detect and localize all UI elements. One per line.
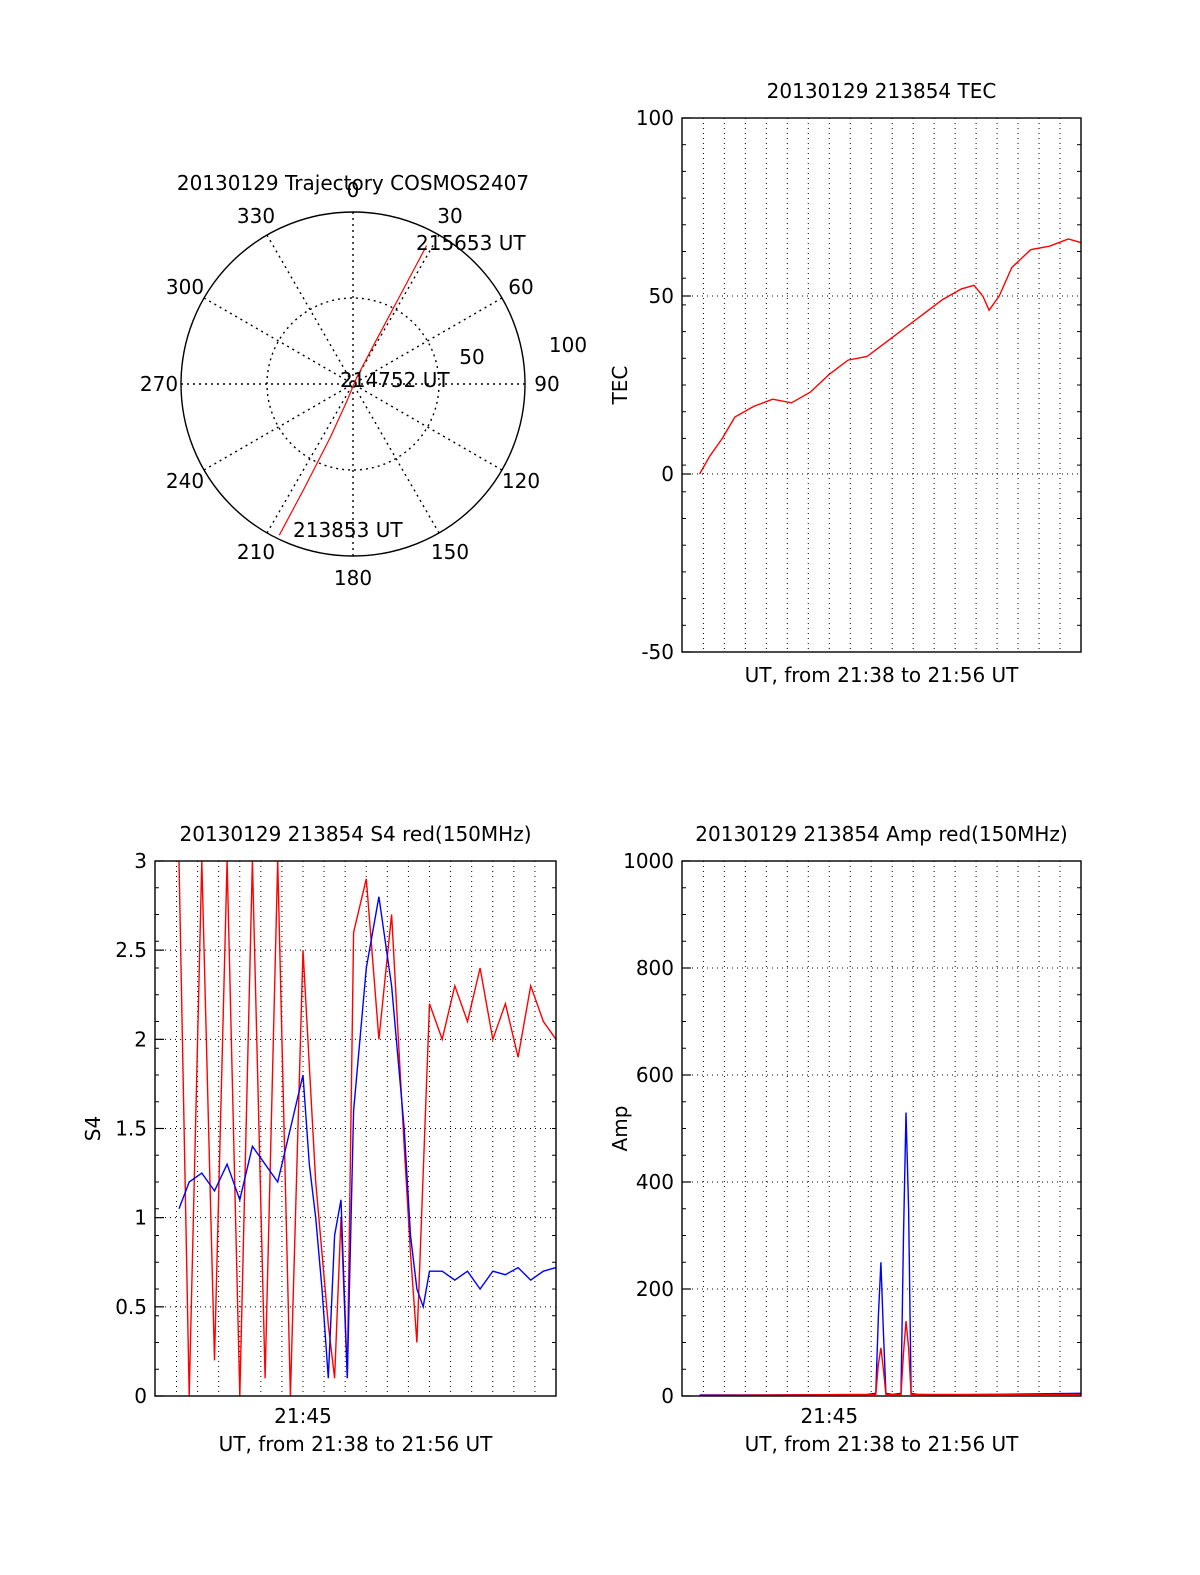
panel-title: 20130129 213854 Amp red(150MHz)	[695, 822, 1067, 846]
y-tick-label: 400	[636, 1170, 674, 1194]
polar-azimuth-label: 180	[334, 566, 372, 590]
y-tick-label: 0	[134, 1384, 147, 1408]
amp-panel: 20130129 213854 Amp red(150MHz) 0 200 400 60…	[608, 822, 1082, 1456]
polar-azimuth-label: 210	[237, 540, 275, 564]
y-tick-label: 200	[636, 1277, 674, 1301]
x-tick-label: 21:45	[274, 1404, 332, 1428]
polar-azimuth-label: 60	[508, 275, 533, 299]
polar-mid-label: 214752 UT	[340, 368, 450, 392]
polar-azimuth-labels: 0 30 60 90 120 150 180 210 240 270 300 330	[140, 178, 560, 590]
y-axis-label: S4	[81, 1116, 105, 1141]
y-axis-label: TEC	[608, 366, 632, 406]
polar-end-label: 215653 UT	[416, 231, 526, 255]
polar-azimuth-label: 30	[437, 204, 462, 228]
series-line-0	[698, 238, 1082, 475]
panel-title: 20130129 213854 S4 red(150MHz)	[180, 822, 532, 846]
y-tick-label: 0.5	[115, 1295, 147, 1319]
s4-panel: 20130129 213854 S4 red(150MHz) 0 0.5 1 1.5 2 2…	[81, 822, 557, 1456]
y-tick-label: 600	[636, 1063, 674, 1087]
polar-azimuth-label: 300	[166, 275, 204, 299]
polar-azimuth-label: 270	[140, 372, 178, 396]
y-tick-label: 1000	[623, 849, 674, 873]
series-line-1	[699, 1321, 1081, 1397]
polar-radius-label-50: 50	[459, 345, 484, 369]
polar-azimuth-label: 240	[166, 469, 204, 493]
polar-title: 20130129 Trajectory COSMOS2407	[177, 171, 529, 195]
plot-frame	[681, 860, 1082, 1397]
y-tick-label: -50	[641, 640, 674, 664]
tec-panel: 20130129 213854 TEC -50 0 50 100 UT, from 21:…	[608, 79, 1082, 687]
polar-azimuth-label: 0	[347, 178, 360, 202]
polar-radius-label-100: 100	[549, 333, 587, 357]
y-tick-label: 2	[134, 1027, 147, 1051]
polar-trajectory	[278, 245, 428, 536]
polar-azimuth-label: 90	[534, 372, 559, 396]
y-tick-label: 100	[636, 106, 674, 130]
panel-title: 20130129 213854 TEC	[767, 79, 997, 103]
y-tick-label: 50	[649, 284, 674, 308]
x-axis-label: UT, from 21:38 to 21:56 UT	[745, 663, 1020, 687]
series-line-0	[699, 1112, 1082, 1396]
x-axis-label: UT, from 21:38 to 21:56 UT	[219, 1432, 494, 1456]
plot-frame	[154, 860, 557, 1397]
polar-azimuth-label: 120	[502, 469, 540, 493]
plot-frame	[681, 117, 1082, 653]
y-tick-label: 1	[134, 1206, 147, 1230]
polar-panel: 20130129 Trajectory COSMOS2407 0 30 60 90 12…	[140, 171, 587, 590]
series-line-1	[178, 896, 557, 1379]
polar-azimuth-label: 330	[237, 204, 275, 228]
y-tick-label: 1.5	[115, 1117, 147, 1141]
x-tick-label: 21:45	[800, 1404, 858, 1428]
series-line-0	[178, 860, 557, 1397]
y-tick-label: 800	[636, 956, 674, 980]
y-axis-label: Amp	[608, 1106, 632, 1152]
polar-azimuth-label: 150	[431, 540, 469, 564]
x-axis-label: UT, from 21:38 to 21:56 UT	[745, 1432, 1020, 1456]
y-tick-label: 0	[661, 1384, 674, 1408]
y-tick-label: 2.5	[115, 938, 147, 962]
y-tick-label: 3	[134, 849, 147, 873]
y-tick-label: 0	[661, 462, 674, 486]
polar-start-label: 213853 UT	[293, 518, 403, 542]
